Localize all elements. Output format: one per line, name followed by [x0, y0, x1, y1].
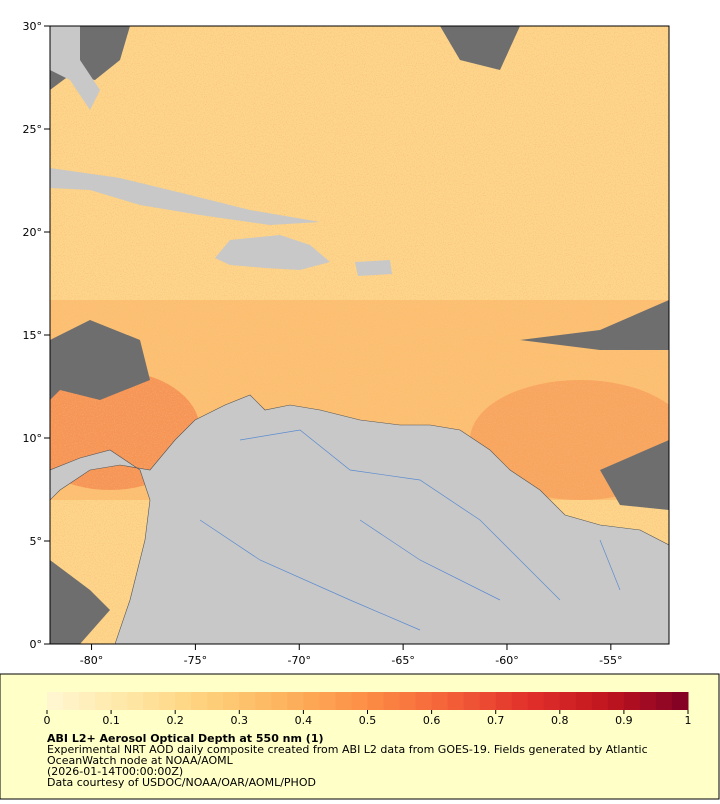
colorbar-segment	[207, 692, 224, 710]
x-tick-label: -65°	[391, 654, 414, 667]
x-tick-label: -75°	[184, 654, 207, 667]
colorbar-segment	[287, 692, 304, 710]
colorbar-segment	[415, 692, 433, 710]
colorbar-segment	[127, 692, 144, 710]
y-tick-label: 10°	[23, 432, 43, 445]
x-tick-label: -80°	[80, 654, 103, 667]
colorbar-segment	[159, 692, 176, 710]
colorbar-segment	[63, 692, 80, 710]
colorbar-segment	[255, 692, 272, 710]
y-tick-label: 20°	[23, 226, 43, 239]
caption-line: Experimental NRT AOD daily composite cre…	[47, 743, 648, 756]
colorbar-tick-label: 0.3	[231, 714, 249, 727]
colorbar-segment	[575, 692, 593, 710]
colorbar-segment	[303, 692, 320, 710]
colorbar-segment	[223, 692, 240, 710]
colorbar-tick-label: 0.4	[295, 714, 313, 727]
colorbar-segment	[591, 692, 609, 710]
colorbar-segment	[351, 692, 368, 710]
x-tick-label: -70°	[288, 654, 311, 667]
map	[50, 26, 669, 644]
y-tick-label: 0°	[30, 638, 43, 651]
colorbar-tick-label: 1	[685, 714, 692, 727]
land	[50, 26, 100, 110]
river	[199, 429, 621, 631]
colorbar-tick-label: 0.9	[615, 714, 633, 727]
colorbar-segment	[335, 692, 352, 710]
colorbar-segment	[671, 692, 689, 710]
caption-title: ABI L2+ Aerosol Optical Depth at 550 nm …	[47, 732, 324, 745]
colorbar-tick-label: 0.6	[423, 714, 441, 727]
y-tick-label: 15°	[23, 329, 43, 342]
colorbar-tick-label: 0.8	[551, 714, 569, 727]
colorbar-segment	[639, 692, 657, 710]
colorbar-segment	[607, 692, 625, 710]
y-tick-label: 5°	[30, 535, 43, 548]
colorbar-tick-label: 0	[44, 714, 51, 727]
y-tick-label: 30°	[23, 20, 43, 33]
colorbar-segment	[111, 692, 128, 710]
land	[50, 168, 320, 225]
colorbar-segment	[511, 692, 529, 710]
colorbar-segment	[655, 692, 673, 710]
colorbar-segment	[527, 692, 545, 710]
land	[355, 260, 392, 276]
colorbar-tick-label: 0.5	[359, 714, 377, 727]
colorbar-segment	[191, 692, 208, 710]
colorbar-segment	[463, 692, 481, 710]
colorbar-segment	[367, 692, 385, 710]
colorbar-segment	[47, 692, 64, 710]
x-tick-label: -60°	[495, 654, 518, 667]
colorbar-tick-label: 0.2	[166, 714, 184, 727]
colorbar-segment	[79, 692, 96, 710]
colorbar-segment	[543, 692, 561, 710]
colorbar-segment	[479, 692, 497, 710]
colorbar-segment	[95, 692, 112, 710]
colorbar-segment	[495, 692, 513, 710]
caption-line: OceanWatch node at NOAA/AOML	[47, 754, 234, 767]
colorbar-segment	[383, 692, 401, 710]
land	[50, 394, 669, 644]
caption-line: Data courtesy of USDOC/NOAA/OAR/AOML/PHO…	[47, 776, 316, 789]
colorbar-segment	[399, 692, 417, 710]
colorbar-segment	[319, 692, 336, 710]
colorbar-tick-label: 0.7	[487, 714, 505, 727]
caption-line: (2026-01-14T00:00:00Z)	[47, 765, 183, 778]
colorbar-segment	[431, 692, 449, 710]
colorbar-tick-label: 0.1	[102, 714, 120, 727]
x-tick-label: -55°	[599, 654, 622, 667]
y-tick-label: 25°	[23, 123, 43, 136]
colorbar-segment	[447, 692, 465, 710]
land	[215, 235, 330, 270]
colorbar-segment	[271, 692, 288, 710]
colorbar-segment	[559, 692, 577, 710]
colorbar-segment	[175, 692, 192, 710]
colorbar-segment	[239, 692, 256, 710]
colorbar-segment	[143, 692, 160, 710]
colorbar-segment	[623, 692, 641, 710]
